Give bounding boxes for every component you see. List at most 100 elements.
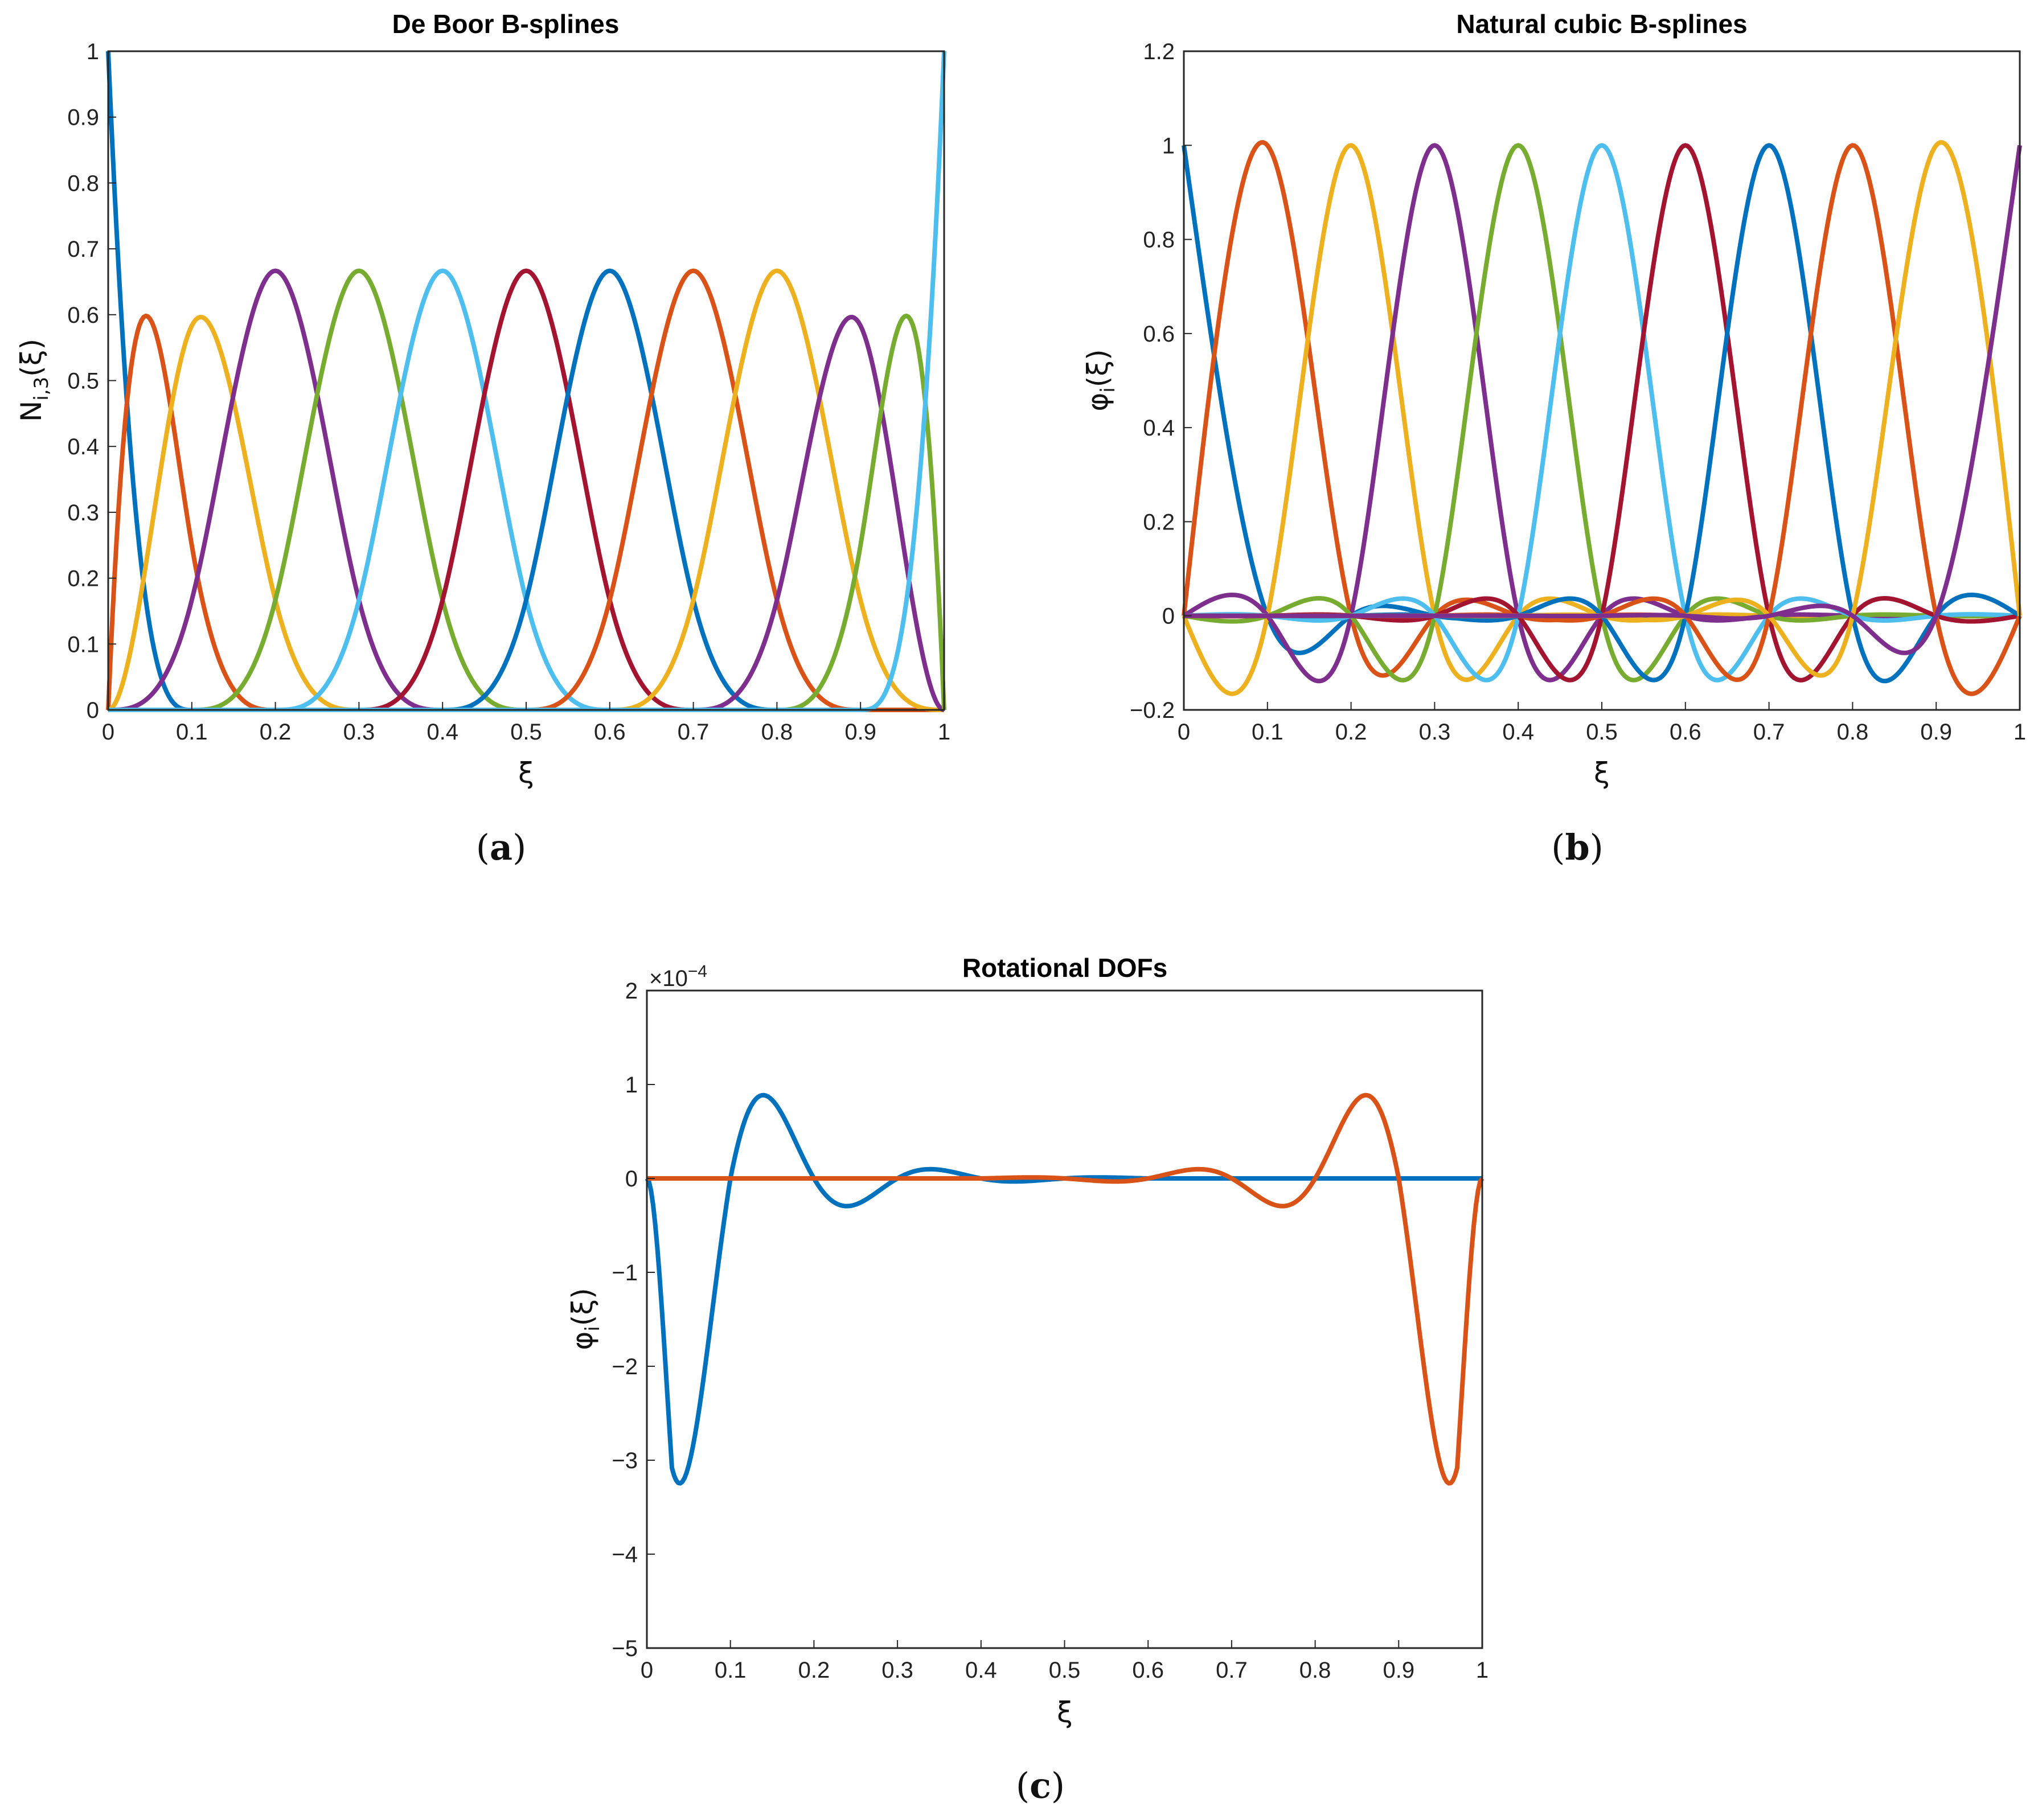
x-tick-label: 1 bbox=[1476, 1658, 1488, 1683]
x-tick-label: 0.5 bbox=[1586, 720, 1618, 745]
y-tick-label: 0.1 bbox=[67, 632, 99, 657]
x-axis-label: ξ bbox=[1594, 757, 1610, 790]
series-line bbox=[108, 268, 945, 712]
chart-title: Rotational DOFs bbox=[962, 953, 1167, 983]
y-tick-label: −1 bbox=[612, 1260, 638, 1285]
series-line bbox=[108, 268, 945, 712]
series-line bbox=[646, 1092, 1485, 1486]
plot-frame bbox=[107, 50, 945, 711]
y-tick-label: 0.8 bbox=[1143, 228, 1175, 253]
y-axis-label: φi(ξ) bbox=[566, 1288, 604, 1350]
y-tick-label: −5 bbox=[612, 1636, 638, 1661]
y-tick-label: 0.4 bbox=[67, 434, 99, 459]
y-tick-label: 0.2 bbox=[1143, 510, 1175, 535]
y-axis-exponent: ×10−4 bbox=[649, 962, 707, 991]
y-tick-label: 1.2 bbox=[1143, 39, 1175, 64]
x-tick-label: 0.2 bbox=[1335, 720, 1367, 745]
panel-c-rotational-dofs-chart: Rotational DOFs ×10−4 0 0.1 0.2 0.3 0.4 0.5 0.… bbox=[566, 953, 1488, 1806]
y-tick-label: 2 bbox=[625, 979, 638, 1004]
y-label-main: N bbox=[15, 401, 48, 422]
y-tick-label: 0 bbox=[1162, 604, 1175, 629]
x-tick-label: 0.9 bbox=[844, 720, 876, 745]
series-line bbox=[1183, 140, 2022, 678]
y-tick-label: 0.9 bbox=[67, 105, 99, 130]
x-tick-label: 0.7 bbox=[678, 720, 710, 745]
curves bbox=[1182, 140, 2022, 696]
y-tick-label: −3 bbox=[612, 1448, 638, 1473]
caption-c: (c) bbox=[1016, 1765, 1065, 1806]
series-line bbox=[1182, 140, 2020, 678]
y-tick-label: 0.3 bbox=[67, 500, 99, 525]
curves bbox=[106, 51, 946, 712]
panel-a-de-boor-chart: De Boor B-splines 0 0.1 0.2 0.3 0.4 0.5 0.6 0.7… bbox=[15, 9, 950, 868]
y-tick-label: 0 bbox=[625, 1166, 638, 1192]
series-line bbox=[107, 314, 945, 712]
caption-b: (b) bbox=[1551, 827, 1604, 868]
x-tick-label: 0 bbox=[102, 720, 114, 745]
chart-title: De Boor B-splines bbox=[392, 9, 620, 39]
x-tick-label: 0.9 bbox=[1920, 720, 1952, 745]
y-tick-label: 0.2 bbox=[67, 566, 99, 591]
y-label-suffix: (ξ) bbox=[1081, 349, 1114, 387]
y-tick-label: −2 bbox=[612, 1354, 638, 1379]
series-line bbox=[1182, 145, 2020, 655]
y-label-subscript: i,3 bbox=[30, 377, 53, 401]
x-axis-ticks: 0 0.1 0.2 0.3 0.4 0.5 0.6 0.7 0.8 0.9 1 bbox=[641, 1640, 1488, 1683]
y-tick-label: 1 bbox=[87, 39, 99, 64]
y-label-main: φ bbox=[1081, 393, 1114, 412]
series-line bbox=[1183, 145, 2022, 655]
x-tick-label: 0.8 bbox=[1837, 720, 1869, 745]
series-line bbox=[108, 314, 945, 712]
y-tick-label: 0.4 bbox=[1143, 416, 1175, 441]
x-tick-label: 0.4 bbox=[427, 720, 458, 745]
x-axis-label: ξ bbox=[518, 757, 534, 790]
series-line bbox=[108, 313, 946, 712]
x-tick-label: 0.6 bbox=[594, 720, 626, 745]
y-tick-label: 0.7 bbox=[67, 237, 99, 262]
y-tick-label: −0.2 bbox=[1130, 698, 1175, 723]
x-axis-ticks: 0 0.1 0.2 0.3 0.4 0.5 0.6 0.7 0.8 0.9 1 bbox=[1178, 702, 2026, 745]
y-label-suffix: (ξ) bbox=[566, 1288, 599, 1326]
x-tick-label: 0.8 bbox=[761, 720, 793, 745]
panel-b-natural-cubic-chart: Natural cubic B-splines 0 0.1 0.2 0.3 0.4 0.5… bbox=[1081, 9, 2026, 868]
series-line bbox=[108, 268, 945, 712]
x-axis-label: ξ bbox=[1057, 1696, 1073, 1729]
plot-frame bbox=[646, 989, 1483, 1649]
y-label-suffix: (ξ) bbox=[15, 339, 48, 377]
x-tick-label: 0.1 bbox=[176, 720, 208, 745]
y-axis-label: Ni,3(ξ) bbox=[15, 339, 53, 422]
series-line bbox=[108, 268, 945, 712]
y-tick-label: 0 bbox=[87, 698, 99, 723]
y-tick-label: 0.8 bbox=[67, 171, 99, 196]
caption-a: (a) bbox=[476, 827, 527, 868]
chart-title: Natural cubic B-splines bbox=[1456, 9, 1747, 39]
x-tick-label: 0.8 bbox=[1299, 1658, 1331, 1683]
y-axis-ticks: 0 0.1 0.2 0.3 0.4 0.5 0.6 0.7 0.8 0.9 1 bbox=[67, 39, 116, 723]
y-label-subscript: i bbox=[1097, 387, 1120, 392]
y-label-main: φ bbox=[566, 1332, 599, 1350]
series-line bbox=[108, 268, 945, 712]
x-tick-label: 0.3 bbox=[1419, 720, 1451, 745]
y-tick-label: −4 bbox=[612, 1542, 638, 1567]
series-line bbox=[645, 1092, 1483, 1486]
y-tick-label: 0.5 bbox=[67, 369, 99, 394]
series-line bbox=[108, 268, 945, 712]
y-tick-label: 0.6 bbox=[1143, 322, 1175, 347]
x-tick-label: 0.9 bbox=[1383, 1658, 1414, 1683]
x-tick-label: 1 bbox=[938, 720, 950, 745]
x-tick-label: 0.2 bbox=[260, 720, 292, 745]
x-tick-label: 0.3 bbox=[881, 1658, 913, 1683]
x-tick-label: 0.7 bbox=[1216, 1658, 1248, 1683]
x-tick-label: 0.4 bbox=[965, 1658, 997, 1683]
y-label-subscript: i bbox=[581, 1326, 604, 1331]
y-axis-ticks: −5 −4 −3 −2 −1 0 1 2 bbox=[612, 979, 655, 1661]
series-line bbox=[108, 268, 945, 712]
y-tick-label: 1 bbox=[1162, 133, 1175, 158]
series-line bbox=[108, 51, 946, 712]
y-axis-label: φi(ξ) bbox=[1081, 349, 1120, 411]
x-tick-label: 0.4 bbox=[1502, 720, 1534, 745]
x-tick-label: 0.2 bbox=[798, 1658, 830, 1683]
x-tick-label: 0.7 bbox=[1753, 720, 1785, 745]
curves bbox=[645, 1092, 1485, 1486]
x-axis-ticks: 0 0.1 0.2 0.3 0.4 0.5 0.6 0.7 0.8 0.9 1 bbox=[102, 702, 950, 745]
